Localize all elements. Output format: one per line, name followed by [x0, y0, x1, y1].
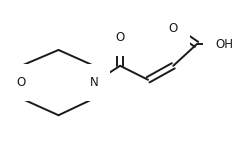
Text: O: O [115, 31, 125, 44]
Text: O: O [17, 76, 26, 89]
Text: OH: OH [215, 38, 233, 51]
Text: N: N [90, 76, 98, 89]
Text: O: O [169, 22, 178, 35]
